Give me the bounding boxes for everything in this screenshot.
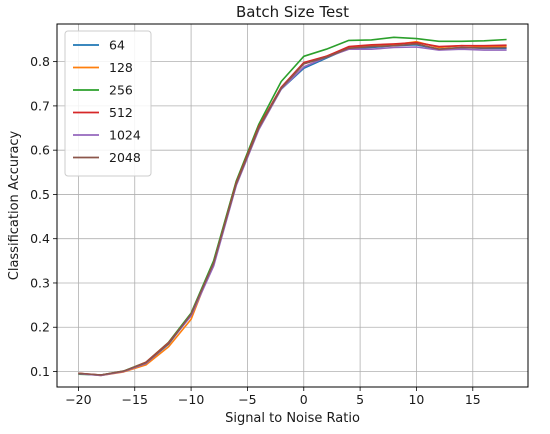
series-line-2048 [78, 43, 507, 376]
x-axis-ticks: −20 −15 −10 −5 0 5 10 15 [65, 387, 481, 407]
legend: 64 128 256 512 1024 2048 [64, 30, 152, 177]
y-tick-label: 0.7 [30, 98, 50, 113]
x-tick-label: −15 [122, 392, 148, 407]
legend-label-256: 256 [109, 83, 133, 98]
y-tick-label: 0.4 [30, 231, 50, 246]
y-tick-label: 0.1 [30, 364, 50, 379]
x-tick-label: 0 [300, 392, 308, 407]
legend-label-512: 512 [109, 105, 133, 120]
x-tick-label: 5 [356, 392, 364, 407]
legend-label-2048: 2048 [109, 150, 141, 165]
y-tick-label: 0.8 [30, 54, 50, 69]
x-tick-label: −5 [238, 392, 256, 407]
x-axis-label: Signal to Noise Ratio [225, 411, 360, 426]
y-tick-label: 0.2 [30, 320, 50, 335]
plot-area-frame [56, 23, 529, 388]
series-lines [78, 36, 507, 377]
x-tick-label: 10 [408, 392, 424, 407]
legend-label-128: 128 [109, 60, 133, 75]
y-tick-label: 0.5 [30, 187, 50, 202]
x-tick-label: 15 [465, 392, 481, 407]
legend-label-1024: 1024 [109, 128, 141, 143]
chart-title: Batch Size Test [236, 3, 349, 21]
x-tick-label: −20 [65, 392, 91, 407]
y-tick-label: 0.6 [30, 143, 50, 158]
x-tick-label: −10 [178, 392, 204, 407]
legend-label-64: 64 [109, 38, 125, 53]
y-tick-label: 0.3 [30, 275, 50, 290]
y-axis-label: Classification Accuracy [7, 130, 22, 280]
grid-lines [57, 24, 528, 387]
y-axis-ticks: 0.1 0.2 0.3 0.4 0.5 0.6 0.7 0.8 [30, 54, 57, 379]
